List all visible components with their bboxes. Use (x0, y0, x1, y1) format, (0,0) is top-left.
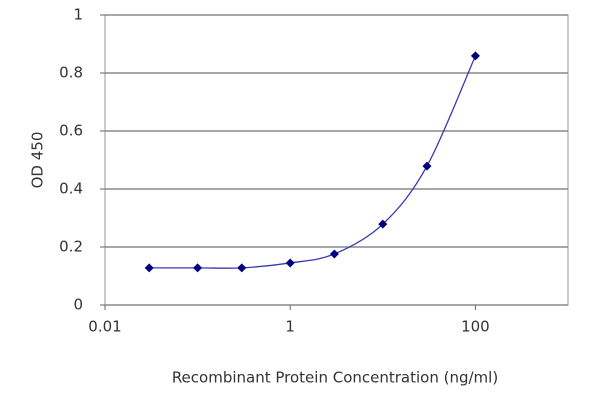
data-point (237, 263, 247, 273)
y-tick-label: 0 (73, 296, 83, 314)
data-point (285, 258, 295, 268)
y-axis-label: OD 450 (29, 132, 47, 189)
y-tick-label: 0.6 (59, 122, 83, 140)
data-point (378, 219, 388, 229)
data-point (193, 263, 203, 273)
y-tick-label: 0.4 (59, 180, 83, 198)
data-point (329, 249, 339, 259)
x-axis-label: Recombinant Protein Concentration (ng/ml… (172, 369, 498, 387)
y-tick-label: 1 (73, 6, 83, 24)
data-point (470, 51, 480, 61)
x-tick-label: 0.01 (88, 318, 121, 336)
data-point (422, 161, 432, 171)
y-tick-label: 0.8 (59, 64, 83, 82)
x-tick-label: 100 (461, 318, 490, 336)
data-point (144, 263, 154, 273)
y-tick-label: 0.2 (59, 238, 83, 256)
plot-area (104, 14, 569, 306)
x-tick-label: 1 (285, 318, 295, 336)
